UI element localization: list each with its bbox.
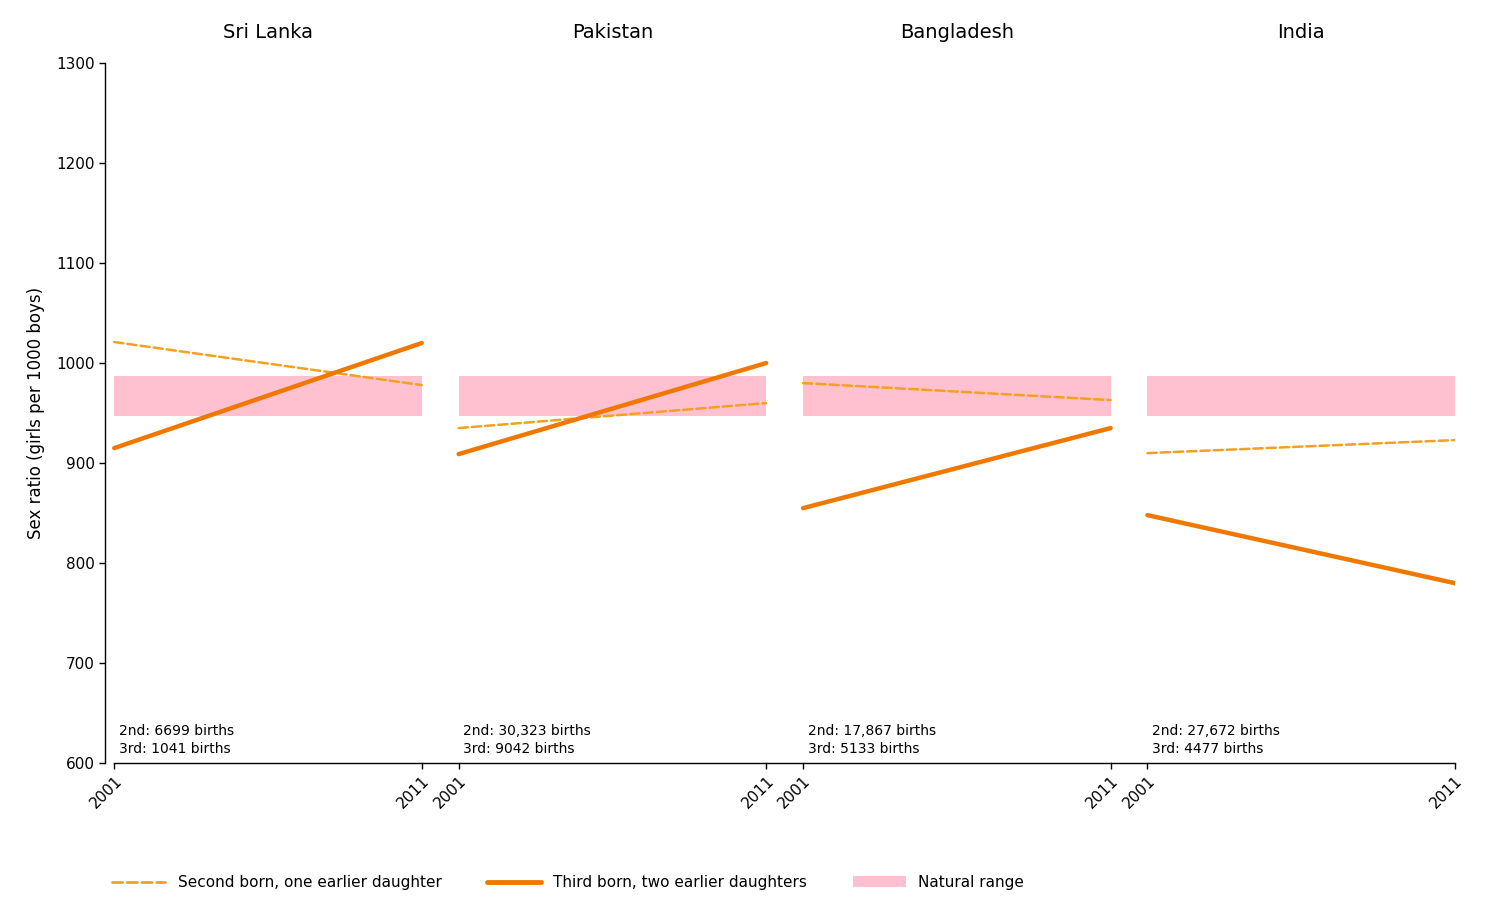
Text: Sri Lanka: Sri Lanka [224, 22, 314, 42]
Text: 3rd: 4477 births: 3rd: 4477 births [1152, 743, 1263, 756]
Y-axis label: Sex ratio (girls per 1000 boys): Sex ratio (girls per 1000 boys) [27, 287, 45, 539]
Legend: Second born, one earlier daughter, Third born, two earlier daughters, Natural ra: Second born, one earlier daughter, Third… [106, 869, 1030, 896]
Text: 2nd: 30,323 births: 2nd: 30,323 births [464, 725, 591, 738]
Text: 2nd: 6699 births: 2nd: 6699 births [118, 725, 234, 738]
Text: 3rd: 5133 births: 3rd: 5133 births [807, 743, 919, 756]
Text: 2nd: 17,867 births: 2nd: 17,867 births [807, 725, 936, 738]
Text: India: India [1278, 22, 1324, 42]
Text: 3rd: 9042 births: 3rd: 9042 births [464, 743, 574, 756]
Text: Pakistan: Pakistan [572, 22, 652, 42]
Text: Bangladesh: Bangladesh [900, 22, 1014, 42]
Text: 3rd: 1041 births: 3rd: 1041 births [118, 743, 231, 756]
Text: 2nd: 27,672 births: 2nd: 27,672 births [1152, 725, 1280, 738]
